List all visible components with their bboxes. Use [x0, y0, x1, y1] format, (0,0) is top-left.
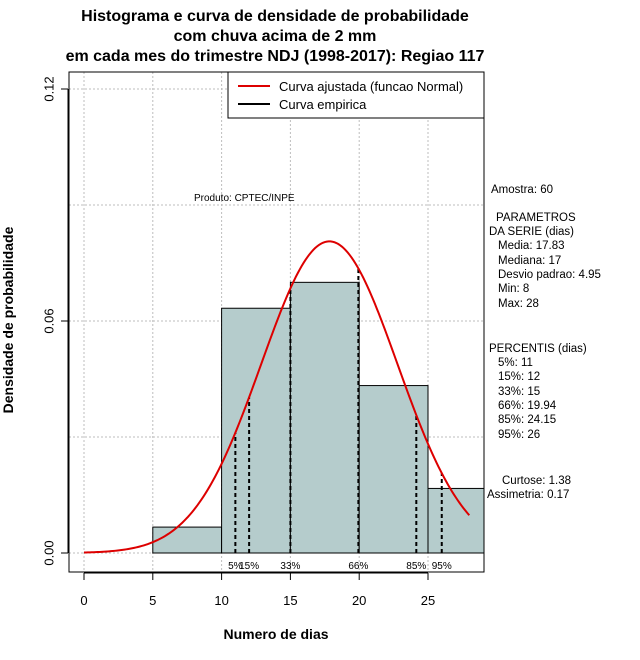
- legend-label-empirical: Curva empirica: [279, 97, 367, 112]
- stat-pct-85: 85%: 24.15: [498, 414, 556, 426]
- x-tick-label: 10: [214, 593, 228, 608]
- stat-param-title-1: PARAMETROS: [496, 212, 576, 224]
- y-axis-label: Densidade de probabilidade: [0, 226, 16, 413]
- legend-box: [227, 71, 485, 119]
- x-axis-label: Numero de dias: [223, 626, 328, 642]
- normal-fit-curve: [83, 240, 471, 554]
- curve-layer: [83, 240, 471, 554]
- bars-layer: [152, 281, 485, 554]
- histogram-bar: [152, 526, 223, 554]
- chart-title-line-2: com chuva acima de 2 mm: [174, 28, 377, 45]
- stat-param-min: Min: 8: [498, 283, 529, 295]
- stat-pct-15: 15%: 12: [498, 371, 540, 383]
- stat-param-mediana: Mediana: 17: [498, 255, 561, 267]
- histogram-bar: [221, 307, 291, 554]
- y-tick-label: 0.12: [41, 76, 56, 101]
- chart-title-line-1: Histograma e curva de densidade de proba…: [81, 8, 469, 25]
- percentile-marker-label: 85%: [406, 561, 426, 572]
- percentile-marker-label: 15%: [239, 561, 259, 572]
- stat-curtose: Curtose: 1.38: [502, 475, 571, 487]
- percentile-marker-label: 66%: [348, 561, 368, 572]
- histogram-bar: [358, 385, 429, 554]
- x-tick-label: 5: [149, 593, 156, 608]
- stat-param-media: Media: 17.83: [498, 240, 565, 252]
- stat-pct-title: PERCENTIS (dias): [489, 343, 587, 355]
- stat-pct-33: 33%: 15: [498, 386, 540, 398]
- stat-param-max: Max: 28: [498, 298, 539, 310]
- stat-pct-5: 5%: 11: [498, 357, 533, 369]
- axes-layer: 0 5 10 15 20 25 0.00 0.06 0.12: [41, 76, 435, 608]
- legend-label-normal: Curva ajustada (funcao Normal): [279, 79, 463, 94]
- stat-pct-95: 95%: 26: [498, 429, 540, 441]
- stat-amostra: Amostra: 60: [491, 184, 553, 196]
- x-tick-label: 20: [352, 593, 366, 608]
- stat-pct-66: 66%: 19.94: [498, 400, 557, 412]
- x-tick-label: 15: [283, 593, 297, 608]
- stat-param-desvio: Desvio padrao: 4.95: [498, 269, 601, 281]
- x-tick-label: 25: [421, 593, 435, 608]
- stats-panel: Amostra: 60 PARAMETROS DA SERIE (dias) M…: [487, 184, 601, 501]
- x-tick-label: 0: [80, 593, 87, 608]
- y-tick-label: 0.06: [41, 308, 56, 333]
- histogram-bar: [289, 281, 360, 554]
- percentile-marker-label: 33%: [280, 561, 300, 572]
- legend: Curva ajustada (funcao Normal) Curva emp…: [227, 71, 485, 119]
- chart-title-line-3: em cada mes do trimestre NDJ (1998-2017)…: [66, 48, 485, 65]
- percentile-markers: 5%15% 33% 66% 85% 95%: [228, 268, 452, 572]
- y-tick-label: 0.00: [41, 540, 56, 565]
- product-annotation: Produto: CPTEC/INPE: [194, 193, 295, 204]
- percentile-marker-label: 95%: [432, 561, 452, 572]
- stat-param-title-2: DA SERIE (dias): [489, 226, 574, 238]
- stat-assimetria: Assimetria: 0.17: [487, 489, 569, 501]
- percentile-marker-label: 5%: [228, 561, 243, 572]
